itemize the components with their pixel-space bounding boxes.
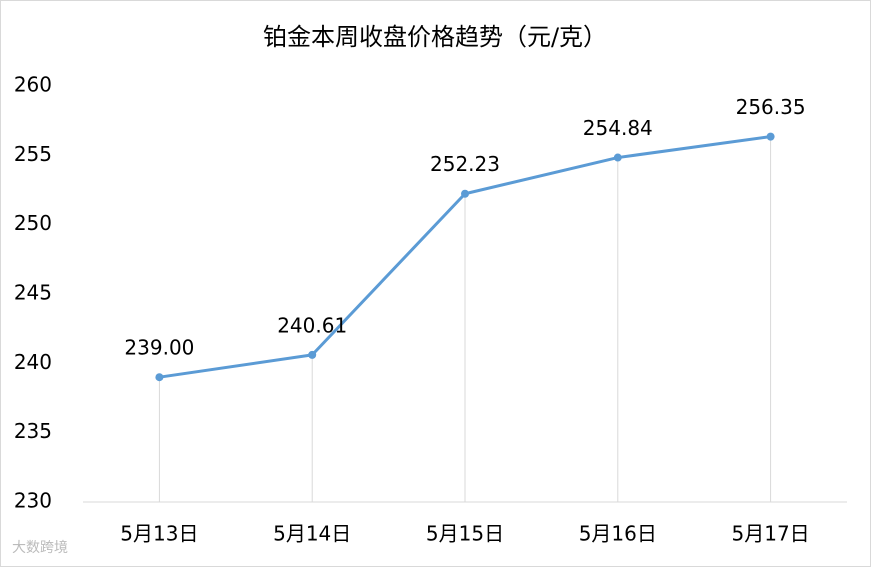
data-point xyxy=(155,373,164,382)
y-tick-label: 250 xyxy=(14,211,52,235)
data-label: 254.84 xyxy=(583,116,653,140)
data-point xyxy=(308,350,317,359)
data-point xyxy=(766,132,775,141)
y-tick-label: 260 xyxy=(14,73,52,97)
watermark: 大数跨境 xyxy=(12,540,68,556)
x-tick-label: 5月17日 xyxy=(732,522,810,546)
x-tick-label: 5月16日 xyxy=(579,522,657,546)
y-tick-label: 240 xyxy=(14,350,52,374)
x-tick-label: 5月13日 xyxy=(120,522,198,546)
data-label: 239.00 xyxy=(124,336,194,360)
y-tick-label: 230 xyxy=(14,489,52,513)
y-tick-label: 255 xyxy=(14,142,52,166)
y-tick-label: 235 xyxy=(14,419,52,443)
data-point xyxy=(613,153,622,162)
data-label: 256.35 xyxy=(736,95,806,119)
chart-title: 铂金本周收盘价格趋势（元/克） xyxy=(263,23,607,51)
x-tick-label: 5月14日 xyxy=(273,522,351,546)
data-point xyxy=(461,189,469,198)
data-label: 252.23 xyxy=(430,152,500,176)
x-tick-label: 5月15日 xyxy=(426,522,504,546)
data-label: 240.61 xyxy=(277,313,347,337)
y-tick-label: 245 xyxy=(14,281,52,305)
